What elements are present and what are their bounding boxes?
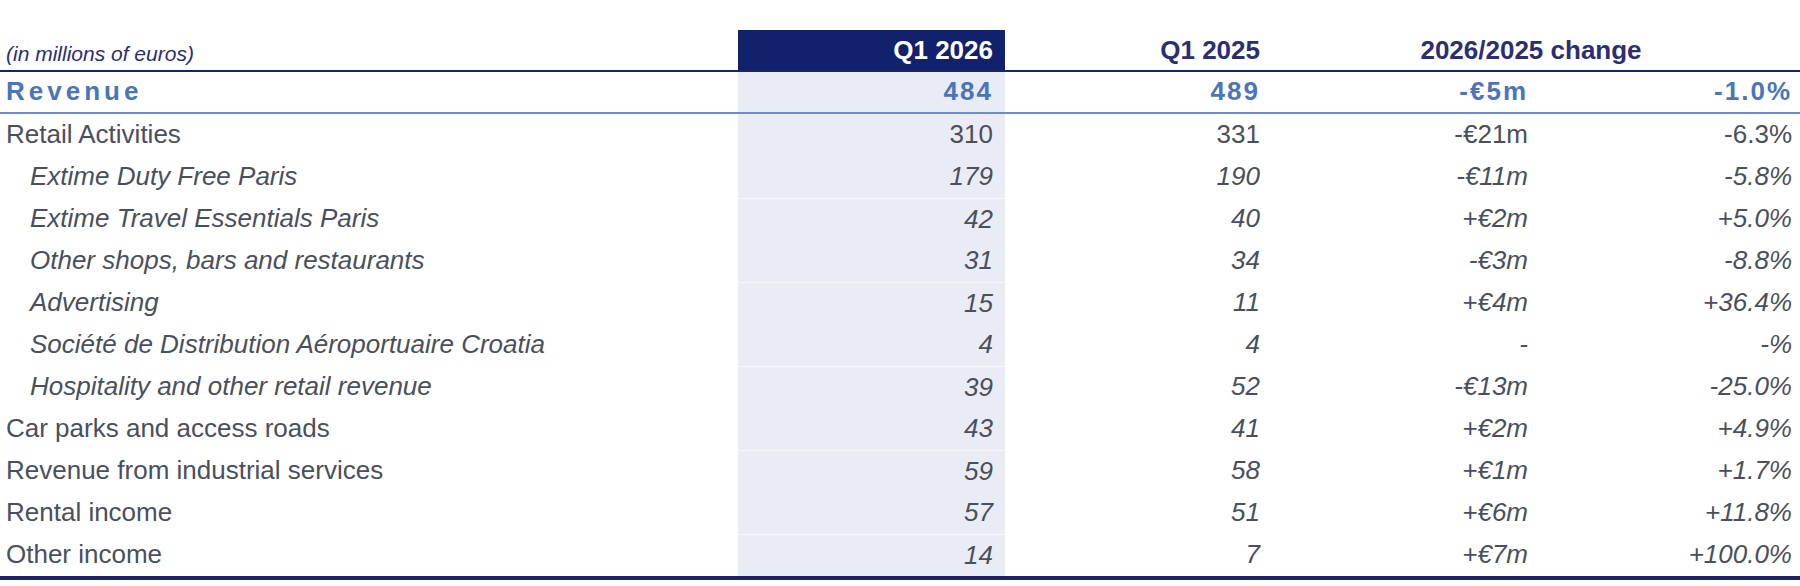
row-label: Other shops, bars and restaurants [0, 240, 738, 282]
cell-change-pct: -5.8% [1530, 156, 1800, 198]
table-row: Extime Duty Free Paris 179 190 -€11m -5.… [0, 156, 1800, 198]
cell-change-m: +€6m [1262, 492, 1530, 534]
cell-q1-2025: 51 [1005, 492, 1262, 534]
table-row: Société de Distribution Aéroportuaire Cr… [0, 324, 1800, 366]
cell-change-m: -€21m [1262, 114, 1530, 156]
table-row: Other income 14 7 +€7m +100.0% [0, 534, 1800, 576]
cell-q1-2025: 190 [1005, 156, 1262, 198]
cell-change-pct: +1.7% [1530, 450, 1800, 492]
cell-q1-2026: 43 [738, 408, 1005, 450]
cell-change-pct: -% [1530, 324, 1800, 366]
row-label: Société de Distribution Aéroportuaire Cr… [0, 324, 738, 366]
cell-q1-2025: 11 [1005, 282, 1262, 324]
cell-q1-2025: 40 [1005, 198, 1262, 240]
cell-change-m: -€11m [1262, 156, 1530, 198]
cell-change-pct: -8.8% [1530, 240, 1800, 282]
table-row: Rental income 57 51 +€6m +11.8% [0, 492, 1800, 534]
cell-q1-2026: 57 [738, 492, 1005, 534]
cell-q1-2025: 331 [1005, 114, 1262, 156]
row-label: Retail Activities [0, 114, 738, 156]
cell-q1-2026: 4 [738, 324, 1005, 366]
cell-change-pct: +11.8% [1530, 492, 1800, 534]
col-header-q1-2026: Q1 2026 [738, 30, 1005, 70]
cell-change-pct: +5.0% [1530, 198, 1800, 240]
table-row: Revenue from industrial services 59 58 +… [0, 450, 1800, 492]
table-row: Hospitality and other retail revenue 39 … [0, 366, 1800, 408]
cell-change-m: +€2m [1262, 408, 1530, 450]
col-header-change: 2026/2025 change [1262, 30, 1800, 70]
cell-q1-2026: 39 [738, 366, 1005, 408]
row-label: Hospitality and other retail revenue [0, 366, 738, 408]
cell-change-m: +€1m [1262, 450, 1530, 492]
unit-label: (in millions of euros) [0, 30, 738, 70]
cell-q1-2026: 42 [738, 198, 1005, 240]
cell-q1-2025: 41 [1005, 408, 1262, 450]
table-row: Advertising 15 11 +€4m +36.4% [0, 282, 1800, 324]
cell-change-pct: +100.0% [1530, 534, 1800, 576]
cell-q1-2026: 15 [738, 282, 1005, 324]
cell-change-m: +€4m [1262, 282, 1530, 324]
row-label: Other income [0, 534, 738, 576]
table-row: Extime Travel Essentials Paris 42 40 +€2… [0, 198, 1800, 240]
table-body: Revenue 484 489 -€5m -1.0% Retail Activi… [0, 72, 1800, 576]
cell-q1-2026: 31 [738, 240, 1005, 282]
row-label: Extime Travel Essentials Paris [0, 198, 738, 240]
table-row: Revenue 484 489 -€5m -1.0% [0, 72, 1800, 114]
table-header-row: (in millions of euros) Q1 2026 Q1 2025 2… [0, 30, 1800, 72]
table-row: Car parks and access roads 43 41 +€2m +4… [0, 408, 1800, 450]
cell-q1-2026: 14 [738, 534, 1005, 576]
cell-change-pct: -25.0% [1530, 366, 1800, 408]
row-label: Revenue from industrial services [0, 450, 738, 492]
row-label: Advertising [0, 282, 738, 324]
cell-change-m: - [1262, 324, 1530, 366]
cell-q1-2025: 489 [1005, 72, 1262, 112]
table-row: Retail Activities 310 331 -€21m -6.3% [0, 114, 1800, 156]
row-label: Rental income [0, 492, 738, 534]
cell-change-pct: -6.3% [1530, 114, 1800, 156]
cell-q1-2025: 7 [1005, 534, 1262, 576]
cell-change-m: -€5m [1262, 72, 1530, 112]
cell-change-m: +€2m [1262, 198, 1530, 240]
cell-q1-2026: 310 [738, 114, 1005, 156]
financial-table: (in millions of euros) Q1 2026 Q1 2025 2… [0, 0, 1800, 580]
row-label: Extime Duty Free Paris [0, 156, 738, 198]
cell-change-m: +€7m [1262, 534, 1530, 576]
cell-change-m: -€13m [1262, 366, 1530, 408]
cell-change-pct: +4.9% [1530, 408, 1800, 450]
table-row: Other shops, bars and restaurants 31 34 … [0, 240, 1800, 282]
col-header-q1-2025: Q1 2025 [1005, 30, 1262, 70]
row-label: Revenue [0, 72, 738, 112]
cell-q1-2026: 179 [738, 156, 1005, 198]
cell-change-pct: -1.0% [1530, 72, 1800, 112]
cell-q1-2026: 484 [738, 72, 1005, 112]
cell-change-m: -€3m [1262, 240, 1530, 282]
cell-q1-2025: 52 [1005, 366, 1262, 408]
cell-q1-2026: 59 [738, 450, 1005, 492]
cell-change-pct: +36.4% [1530, 282, 1800, 324]
cell-q1-2025: 34 [1005, 240, 1262, 282]
row-label: Car parks and access roads [0, 408, 738, 450]
cell-q1-2025: 58 [1005, 450, 1262, 492]
cell-q1-2025: 4 [1005, 324, 1262, 366]
